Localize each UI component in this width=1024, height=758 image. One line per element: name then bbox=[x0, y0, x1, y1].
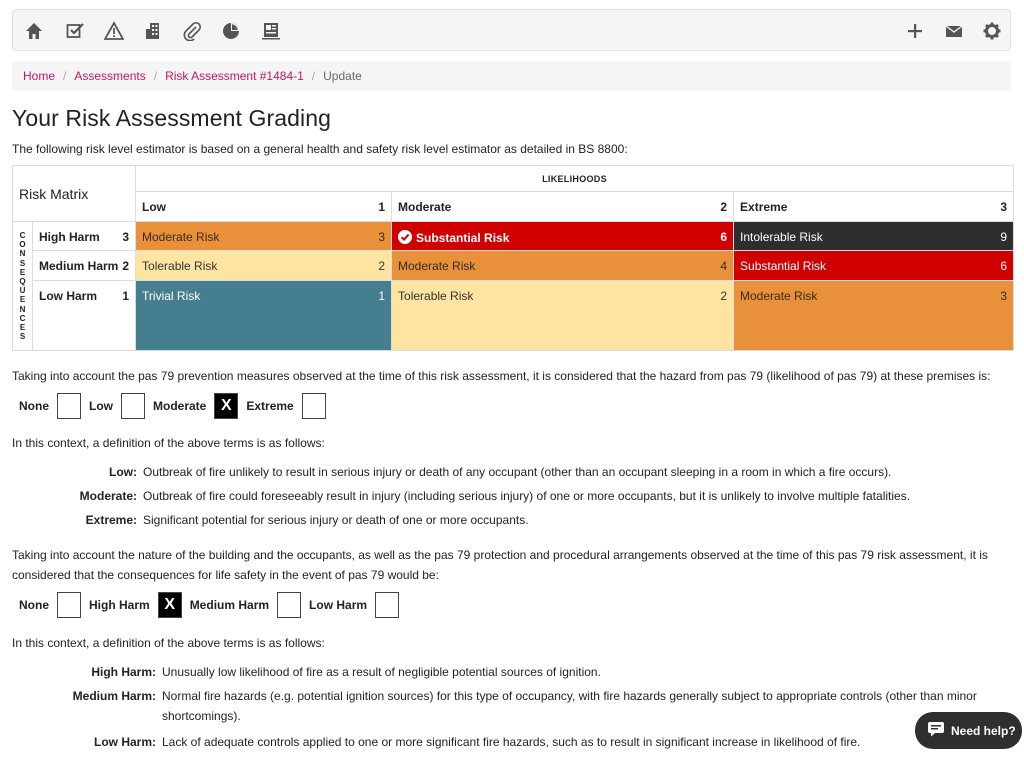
building-icon[interactable] bbox=[143, 21, 163, 41]
consequence-question: Taking into account the nature of the bu… bbox=[12, 548, 988, 582]
matrix-corner-label: Risk Matrix bbox=[11, 164, 137, 223]
check-circle-icon bbox=[398, 230, 413, 245]
definition-term: Low Harm: bbox=[93, 735, 156, 749]
matrix-cell[interactable]: Moderate Risk 3 bbox=[135, 221, 393, 252]
definition-desc: Normal fire hazards (e.g. potential igni… bbox=[162, 689, 977, 723]
likelihood-moderate-checkbox[interactable]: X bbox=[214, 393, 239, 419]
risk-matrix: Risk Matrix LIKELIHOODS Low 1 Moderate 2 E… bbox=[11, 164, 1015, 352]
paperclip-icon[interactable] bbox=[182, 21, 202, 41]
consequence-medium-harm-checkbox[interactable] bbox=[277, 592, 302, 618]
plus-icon[interactable] bbox=[905, 21, 925, 41]
envelope-icon[interactable] bbox=[944, 21, 964, 41]
breadcrumb-home[interactable]: Home bbox=[23, 69, 56, 83]
matrix-cell[interactable]: Tolerable Risk 2 bbox=[135, 250, 393, 281]
consequence-high-harm-checkbox[interactable]: X bbox=[157, 592, 182, 618]
breadcrumb-risk-assessment[interactable]: Risk Assessment #1484-1 bbox=[165, 69, 304, 83]
option-label: Moderate bbox=[153, 399, 207, 413]
likelihood-extreme: Extreme 3 bbox=[733, 191, 1015, 223]
breadcrumb-assessments[interactable]: Assessments bbox=[74, 69, 146, 83]
chat-icon bbox=[927, 721, 951, 740]
definition-desc: Lack of adequate controls applied to one… bbox=[162, 735, 861, 749]
home-icon[interactable] bbox=[24, 21, 44, 41]
definition-desc: Outbreak of fire unlikely to result in s… bbox=[143, 465, 892, 479]
definition-term: Extreme: bbox=[85, 513, 137, 527]
matrix-cell[interactable]: Intolerable Risk 9 bbox=[733, 221, 1015, 252]
checklist-icon[interactable] bbox=[65, 21, 85, 41]
consequence-low-harm: Low Harm 1 bbox=[31, 279, 137, 352]
breadcrumb-current: Update bbox=[323, 69, 362, 83]
likelihood-question: Taking into account the pas 79 preventio… bbox=[12, 369, 991, 383]
intro-text: The following risk level estimator is ba… bbox=[12, 142, 628, 156]
consequence-none-checkbox[interactable] bbox=[57, 592, 81, 618]
likelihood-moderate: Moderate 2 bbox=[391, 191, 735, 223]
gear-icon[interactable] bbox=[982, 21, 1002, 41]
matrix-cell[interactable]: Moderate Risk 4 bbox=[391, 250, 735, 281]
definition-desc: Unusually low likelihood of fire as a re… bbox=[162, 665, 601, 679]
option-label: Extreme bbox=[246, 399, 294, 413]
likelihoods-header: LIKELIHOODS bbox=[135, 164, 1015, 193]
definition-desc: Outbreak of fire could foreseeably resul… bbox=[143, 489, 911, 503]
top-toolbar bbox=[12, 9, 1011, 51]
need-help-label: Need help? bbox=[951, 723, 1016, 738]
likelihood-choices: None Low Moderate X Extreme bbox=[19, 393, 334, 419]
consequence-low-harm-checkbox[interactable] bbox=[375, 592, 400, 618]
likelihood-low-checkbox[interactable] bbox=[121, 393, 145, 419]
consequence-definitions: High Harm: Unusually low likelihood of fi… bbox=[60, 664, 980, 758]
matrix-cell-selected[interactable]: Substantial Risk 6 bbox=[391, 221, 735, 252]
consequence-high-harm: High Harm 3 bbox=[31, 221, 137, 252]
option-label: None bbox=[19, 598, 49, 612]
option-label: Medium Harm bbox=[189, 598, 270, 612]
id-card-icon[interactable] bbox=[261, 21, 281, 41]
likelihood-extreme-checkbox[interactable] bbox=[301, 393, 326, 419]
matrix-cell[interactable]: Substantial Risk 6 bbox=[733, 250, 1015, 281]
consequence-choices: None High Harm X Medium Harm Low Harm bbox=[19, 592, 407, 618]
option-label: Low bbox=[89, 399, 113, 413]
breadcrumb: Home / Assessments / Risk Assessment #1484-1… bbox=[12, 61, 1011, 91]
likelihood-definitions: Low: Outbreak of fire unlikely to result … bbox=[60, 464, 910, 536]
option-label: None bbox=[19, 399, 49, 413]
option-label: High Harm bbox=[89, 598, 150, 612]
likelihood-none-checkbox[interactable] bbox=[57, 393, 81, 419]
warning-icon[interactable] bbox=[104, 21, 124, 41]
definition-term: Low: bbox=[109, 465, 137, 479]
likelihood-low: Low 1 bbox=[135, 191, 393, 223]
matrix-cell[interactable]: Moderate Risk 3 bbox=[733, 279, 1015, 352]
consequence-context: In this context, a definition of the abo… bbox=[12, 636, 325, 650]
pie-chart-icon[interactable] bbox=[221, 21, 241, 41]
consequence-medium-harm: Medium Harm 2 bbox=[31, 250, 137, 281]
page-title: Your Risk Assessment Grading bbox=[12, 105, 331, 131]
matrix-cell[interactable]: Trivial Risk 1 bbox=[135, 279, 393, 352]
definition-desc: Significant potential for serious injury… bbox=[143, 513, 529, 527]
definition-term: Medium Harm: bbox=[72, 689, 156, 703]
definition-term: Moderate: bbox=[79, 489, 137, 503]
matrix-cell[interactable]: Tolerable Risk 2 bbox=[391, 279, 735, 352]
need-help-button[interactable]: Need help? bbox=[915, 712, 1022, 749]
likelihood-context: In this context, a definition of the abo… bbox=[12, 436, 325, 450]
option-label: Low Harm bbox=[309, 598, 368, 612]
definition-term: High Harm: bbox=[91, 665, 156, 679]
